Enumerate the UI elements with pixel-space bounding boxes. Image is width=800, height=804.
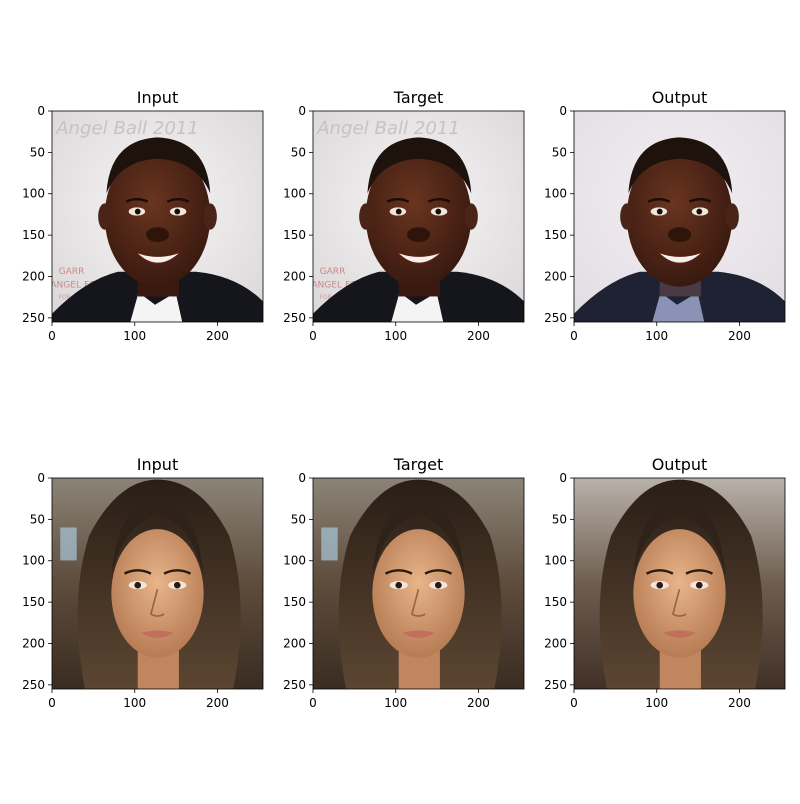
y-tick-label: 50 (30, 512, 45, 526)
backdrop-text: ANGEL FO (50, 280, 96, 290)
backdrop-text: GARR (59, 267, 85, 277)
y-tick-label: 150 (22, 228, 45, 242)
y-tick-label: 200 (283, 636, 306, 650)
y-tick-label: 0 (37, 104, 45, 118)
backdrop-text: ANGEL FO (311, 280, 357, 290)
y-tick-label: 50 (552, 145, 567, 159)
y-tick-label: 100 (22, 554, 45, 568)
y-tick-label: 200 (22, 269, 45, 283)
y-tick-label: 100 (283, 187, 306, 201)
x-tick-label: 100 (123, 696, 146, 710)
y-tick-label: 250 (22, 678, 45, 692)
y-tick-label: 0 (298, 104, 306, 118)
axes-frame (312, 477, 525, 690)
y-tick-label: 100 (544, 554, 567, 568)
y-tick-label: 50 (552, 512, 567, 526)
x-tick-label: 200 (467, 696, 490, 710)
photo-man (574, 111, 785, 322)
backdrop-text: Angel Ball 2011 (316, 118, 460, 139)
panel-title: Target (393, 455, 444, 474)
y-tick-label: 250 (283, 311, 306, 325)
y-tick-label: 250 (544, 311, 567, 325)
y-tick-label: 250 (544, 678, 567, 692)
y-tick-label: 200 (22, 636, 45, 650)
x-tick-label: 200 (728, 329, 751, 343)
x-tick-label: 0 (570, 329, 578, 343)
y-tick-label: 250 (283, 678, 306, 692)
x-tick-label: 200 (467, 329, 490, 343)
panel-title: Target (393, 88, 444, 107)
y-tick-label: 150 (544, 595, 567, 609)
y-tick-label: 50 (30, 145, 45, 159)
y-tick-label: 0 (559, 471, 567, 485)
y-tick-label: 150 (283, 228, 306, 242)
y-tick-label: 0 (559, 104, 567, 118)
y-tick-label: 200 (283, 269, 306, 283)
y-tick-label: 200 (544, 636, 567, 650)
x-tick-label: 200 (206, 329, 229, 343)
axes-frame (312, 110, 525, 323)
x-tick-label: 0 (570, 696, 578, 710)
y-tick-label: 150 (544, 228, 567, 242)
axes-frame (51, 110, 264, 323)
x-tick-label: 100 (123, 329, 146, 343)
x-tick-label: 0 (48, 329, 56, 343)
panel-title: Input (137, 455, 178, 474)
x-tick-label: 100 (384, 696, 407, 710)
panel-title: Input (137, 88, 178, 107)
photo-woman (313, 478, 524, 689)
x-tick-label: 100 (645, 329, 668, 343)
x-tick-label: 200 (728, 696, 751, 710)
panel-title: Output (652, 88, 708, 107)
y-tick-label: 100 (544, 187, 567, 201)
x-tick-label: 0 (309, 696, 317, 710)
photo-woman (52, 478, 263, 689)
y-tick-label: 150 (22, 595, 45, 609)
panel-title: Output (652, 455, 708, 474)
x-tick-label: 0 (309, 329, 317, 343)
axes-frame (51, 477, 264, 690)
y-tick-label: 150 (283, 595, 306, 609)
photo-woman (574, 478, 785, 689)
backdrop-text: Angel Ball 2011 (55, 118, 199, 139)
axes-frame (573, 110, 786, 323)
y-tick-label: 100 (22, 187, 45, 201)
y-tick-label: 200 (544, 269, 567, 283)
x-tick-label: 0 (48, 696, 56, 710)
backdrop-text: GARR (320, 267, 346, 277)
y-tick-label: 0 (37, 471, 45, 485)
x-tick-label: 100 (384, 329, 407, 343)
axes-frame (573, 477, 786, 690)
x-tick-label: 100 (645, 696, 668, 710)
y-tick-label: 100 (283, 554, 306, 568)
y-tick-label: 50 (291, 145, 306, 159)
y-tick-label: 0 (298, 471, 306, 485)
y-tick-label: 50 (291, 512, 306, 526)
y-tick-label: 250 (22, 311, 45, 325)
x-tick-label: 200 (206, 696, 229, 710)
